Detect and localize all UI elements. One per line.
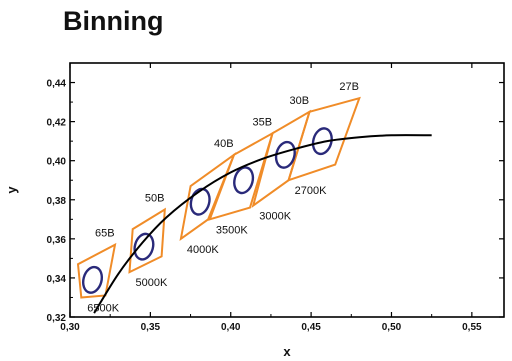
planckian-locus-curve bbox=[93, 134, 432, 314]
ellipse-27B bbox=[311, 127, 333, 156]
ellipse-35B bbox=[233, 166, 255, 195]
bin-label-35B: 35B bbox=[253, 116, 273, 128]
plot-frame bbox=[69, 62, 505, 318]
x-tick-label: 0,50 bbox=[382, 322, 402, 333]
bin-quad-65B bbox=[76, 242, 117, 299]
cct-label-3500K: 3500K bbox=[216, 224, 248, 236]
cct-label-6500K: 6500K bbox=[87, 302, 119, 314]
ellipse-50B bbox=[133, 232, 155, 261]
ellipse-65B bbox=[81, 265, 104, 294]
y-axis-title: y bbox=[4, 186, 19, 194]
x-tick-label: 0,45 bbox=[301, 322, 321, 333]
bin-label-40B: 40B bbox=[214, 138, 234, 150]
y-tick-label: 0,40 bbox=[47, 157, 67, 168]
cct-label-3000K: 3000K bbox=[259, 211, 291, 223]
axis-ticks: 0,30 0,35 0,40 0,45 0,50 0,55 0,32 0,34 0,36 0,38… bbox=[47, 63, 504, 333]
bin-label-27B: 27B bbox=[339, 81, 359, 93]
bin-quad-27B bbox=[287, 96, 361, 182]
x-tick-label: 0,40 bbox=[221, 322, 241, 333]
bin-quad-50B bbox=[128, 207, 166, 274]
bin-label-50B: 50B bbox=[145, 193, 165, 205]
y-tick-label: 0,36 bbox=[47, 235, 67, 246]
x-tick-label: 0,35 bbox=[141, 322, 161, 333]
page-title: Binning bbox=[63, 6, 164, 36]
y-tick-label: 0,44 bbox=[47, 79, 67, 90]
cct-label-5000K: 5000K bbox=[135, 277, 167, 289]
bin-label-30B: 30B bbox=[290, 95, 310, 107]
x-axis-title: x bbox=[283, 344, 291, 359]
bin-quadrangles bbox=[76, 96, 361, 299]
y-tick-label: 0,42 bbox=[47, 118, 67, 129]
y-tick-label: 0,32 bbox=[47, 313, 67, 324]
macadam-ellipses bbox=[81, 127, 333, 294]
y-tick-label: 0,38 bbox=[47, 196, 67, 207]
ellipse-30B bbox=[274, 140, 296, 169]
bin-labels: 65B 6500K 50B 5000K 40B 4000K 35B 3500K 30B 3000K… bbox=[87, 81, 359, 314]
y-tick-label: 0,34 bbox=[47, 274, 67, 285]
cct-label-4000K: 4000K bbox=[187, 244, 219, 256]
cct-label-2700K: 2700K bbox=[295, 185, 327, 197]
x-tick-label: 0,55 bbox=[462, 322, 482, 333]
bin-label-65B: 65B bbox=[95, 228, 115, 240]
x-tick-label: 0,30 bbox=[60, 322, 80, 333]
